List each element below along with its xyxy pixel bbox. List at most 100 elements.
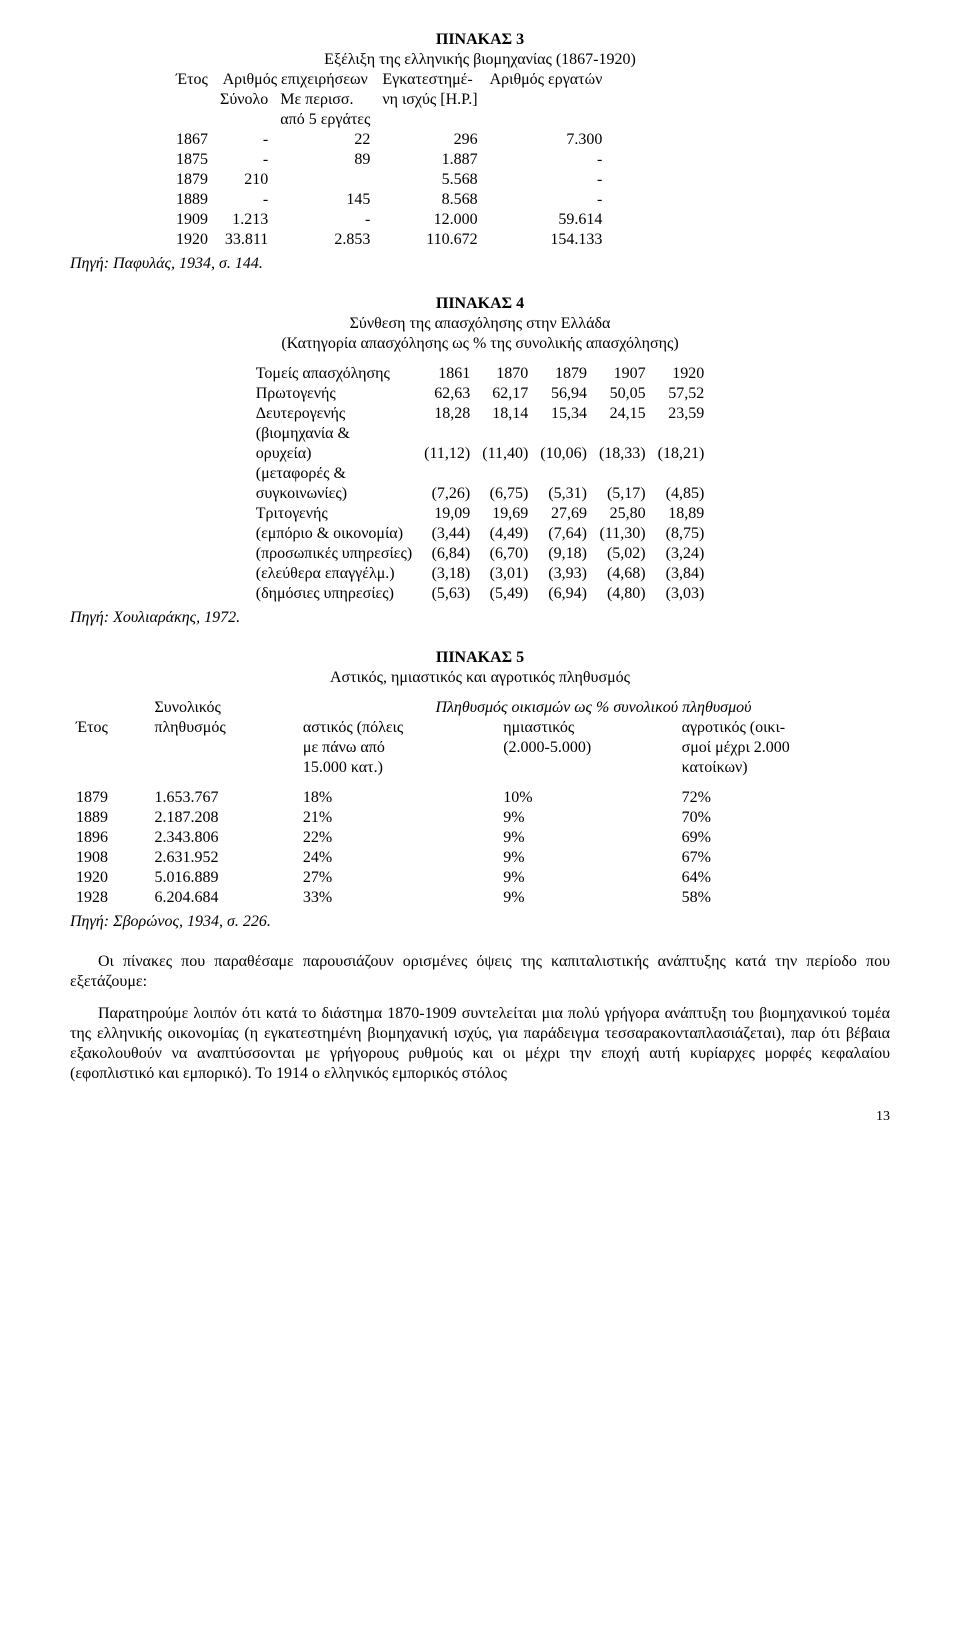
cell: 89 bbox=[274, 150, 376, 170]
cell: 110.672 bbox=[376, 230, 483, 250]
cell: 210 bbox=[214, 170, 274, 190]
cell: (προσωπικές υπηρεσίες) bbox=[250, 544, 418, 564]
cell: (3,44) bbox=[418, 524, 476, 544]
table4-subtitle1: Σύνθεση της απασχόλησης στην Ελλάδα bbox=[70, 314, 890, 334]
hdr-count: Αριθμός επιχειρήσεων bbox=[214, 70, 376, 90]
table3-row: 1889-1458.568- bbox=[170, 190, 608, 210]
cell: 1.653.767 bbox=[148, 788, 296, 808]
para-text: Οι πίνακες που παραθέσαμε παρουσιάζουν ο… bbox=[70, 953, 890, 990]
cell: 64% bbox=[676, 868, 890, 888]
cell: - bbox=[484, 190, 609, 210]
cell: Πρωτογενής bbox=[250, 384, 418, 404]
table5-row: 18892.187.20821%9%70% bbox=[70, 808, 890, 828]
cell bbox=[274, 170, 376, 190]
table3: Έτος Αριθμός επιχειρήσεων Εγκατεστημέ- Α… bbox=[170, 70, 608, 250]
cell: 19,69 bbox=[476, 504, 534, 524]
hdr-year: 1879 bbox=[534, 364, 593, 384]
table4-source: Πηγή: Χουλιαράκης, 1972. bbox=[70, 608, 890, 628]
table5: Συνολικός Πληθυσμός οικισμών ως % συνολι… bbox=[70, 698, 890, 908]
cell: 33% bbox=[297, 888, 497, 908]
table3-row: 1875-891.887- bbox=[170, 150, 608, 170]
cell: 50,05 bbox=[593, 384, 652, 404]
cell bbox=[534, 464, 593, 484]
hdr-urban3: 15.000 κατ.) bbox=[297, 758, 497, 778]
cell: (5,02) bbox=[593, 544, 652, 564]
cell bbox=[418, 464, 476, 484]
cell: 19,09 bbox=[418, 504, 476, 524]
cell: 8.568 bbox=[376, 190, 483, 210]
hdr-total: Σύνολο bbox=[214, 90, 274, 110]
table5-header-row3: με πάνω από (2.000-5.000) σμοί μέχρι 2.0… bbox=[70, 738, 890, 758]
cell: 1889 bbox=[170, 190, 214, 210]
hdr-semi1: ημιαστικός bbox=[497, 718, 675, 738]
table5-source: Πηγή: Σβορώνος, 1934, σ. 226. bbox=[70, 912, 890, 932]
hdr-rural1: αγροτικός (οικι- bbox=[676, 718, 890, 738]
cell: - bbox=[274, 210, 376, 230]
table5-row: 18791.653.76718%10%72% bbox=[70, 788, 890, 808]
cell: (4,80) bbox=[593, 584, 652, 604]
hdr-rural2: σμοί μέχρι 2.000 bbox=[676, 738, 890, 758]
cell: 18,14 bbox=[476, 404, 534, 424]
cell: (ελεύθερα επαγγέλμ.) bbox=[250, 564, 418, 584]
cell: 1875 bbox=[170, 150, 214, 170]
cell: (4,49) bbox=[476, 524, 534, 544]
cell: (11,30) bbox=[593, 524, 652, 544]
table3-header-row2: Σύνολο Με περισσ. νη ισχύς [Η.Ρ.] bbox=[170, 90, 608, 110]
cell: Δευτερογενής bbox=[250, 404, 418, 424]
cell bbox=[652, 424, 711, 444]
cell: (3,93) bbox=[534, 564, 593, 584]
hdr-urban1: αστικός (πόλεις bbox=[297, 718, 497, 738]
cell: 22 bbox=[274, 130, 376, 150]
cell bbox=[534, 424, 593, 444]
cell: 27% bbox=[297, 868, 497, 888]
cell: - bbox=[484, 150, 609, 170]
cell: 10% bbox=[497, 788, 675, 808]
cell: 2.343.806 bbox=[148, 828, 296, 848]
cell: 33.811 bbox=[214, 230, 274, 250]
cell: 62,63 bbox=[418, 384, 476, 404]
cell bbox=[593, 424, 652, 444]
cell: 9% bbox=[497, 868, 675, 888]
table4-row: Πρωτογενής62,6362,1756,9450,0557,52 bbox=[250, 384, 711, 404]
cell: 25,80 bbox=[593, 504, 652, 524]
table4-row: ορυχεία)(11,12)(11,40)(10,06)(18,33)(18,… bbox=[250, 444, 711, 464]
body-paragraph-1: Οι πίνακες που παραθέσαμε παρουσιάζουν ο… bbox=[70, 952, 890, 992]
hdr-workers: Αριθμός εργατών bbox=[484, 70, 609, 90]
hdr-semi2: (2.000-5.000) bbox=[497, 738, 675, 758]
hdr-year: Έτος bbox=[170, 70, 214, 90]
cell: 1896 bbox=[70, 828, 148, 848]
hdr-urban2: με πάνω από bbox=[297, 738, 497, 758]
cell: 1909 bbox=[170, 210, 214, 230]
cell: 18% bbox=[297, 788, 497, 808]
cell: (3,03) bbox=[652, 584, 711, 604]
table4-row: (βιομηχανία & bbox=[250, 424, 711, 444]
cell: (10,06) bbox=[534, 444, 593, 464]
table5-header-row2: Έτος πληθυσμός αστικός (πόλεις ημιαστικό… bbox=[70, 718, 890, 738]
cell: 1867 bbox=[170, 130, 214, 150]
cell: ορυχεία) bbox=[250, 444, 418, 464]
hdr-year: 1920 bbox=[652, 364, 711, 384]
table5-header-row1: Συνολικός Πληθυσμός οικισμών ως % συνολι… bbox=[70, 698, 890, 718]
table4-header: Τομείς απασχόλησης 1861 1870 1879 1907 1… bbox=[250, 364, 711, 384]
cell: 12.000 bbox=[376, 210, 483, 230]
cell: 21% bbox=[297, 808, 497, 828]
body-paragraph-2: Παρατηρούμε λοιπόν ότι κατά το διάστημα … bbox=[70, 1004, 890, 1084]
cell: - bbox=[214, 130, 274, 150]
cell: 1879 bbox=[70, 788, 148, 808]
cell: 18,28 bbox=[418, 404, 476, 424]
cell: 59.614 bbox=[484, 210, 609, 230]
cell: 58% bbox=[676, 888, 890, 908]
cell: 2.853 bbox=[274, 230, 376, 250]
cell bbox=[476, 464, 534, 484]
cell: 67% bbox=[676, 848, 890, 868]
cell: 1920 bbox=[170, 230, 214, 250]
table4-row: Δευτερογενής18,2818,1415,3424,1523,59 bbox=[250, 404, 711, 424]
cell: 1879 bbox=[170, 170, 214, 190]
table5-title: ΠΙΝΑΚΑΣ 5 bbox=[70, 648, 890, 668]
hdr-rural3: κατοίκων) bbox=[676, 758, 890, 778]
cell: 22% bbox=[297, 828, 497, 848]
cell: 9% bbox=[497, 888, 675, 908]
hdr-hp1: Εγκατεστημέ- bbox=[376, 70, 483, 90]
cell: (11,12) bbox=[418, 444, 476, 464]
cell: 1.213 bbox=[214, 210, 274, 230]
